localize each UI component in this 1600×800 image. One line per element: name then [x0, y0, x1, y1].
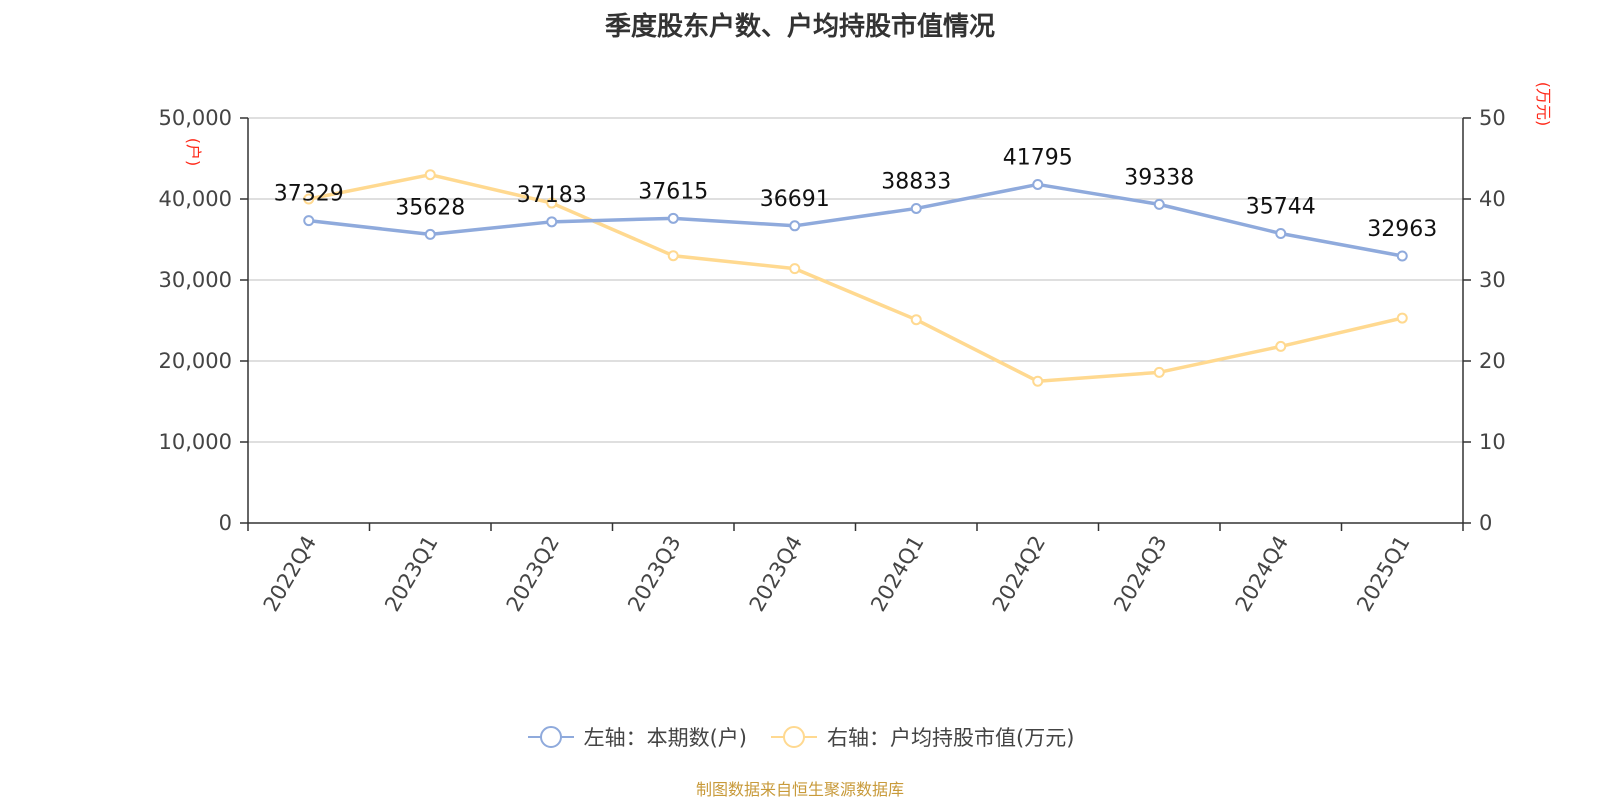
x-axis-category-label: 2022Q4: [259, 532, 321, 616]
data-label: 41795: [1003, 145, 1073, 170]
chart-title: 季度股东户数、户均持股市值情况: [604, 12, 995, 42]
x-axis-category-label: 2024Q1: [866, 532, 928, 616]
left-axis-tick-label: 10,000: [159, 430, 232, 454]
data-label: 38833: [881, 169, 951, 194]
left-axis-tick-label: 20,000: [159, 349, 232, 373]
left-axis-tick-label: 40,000: [159, 187, 232, 211]
x-axis-category-label: 2024Q2: [988, 532, 1050, 616]
data-point-market-value: [910, 314, 922, 326]
x-axis-category-label: 2025Q1: [1352, 532, 1414, 616]
grid-lines: [248, 117, 1463, 443]
series-line-market-value: [308, 172, 1403, 383]
data-label: 37183: [517, 183, 587, 208]
data-point-market-value: [1275, 340, 1287, 352]
right-axis-tick-label: 30: [1479, 268, 1506, 292]
data-label: 37615: [638, 179, 708, 204]
right-axis-tick-label: 20: [1479, 349, 1506, 373]
data-point-households: [910, 202, 922, 214]
data-point-market-value: [667, 250, 679, 262]
axes: 0 10,000 20,000 30,000 40,000 50,000 0 10 20 30 40…: [159, 82, 1553, 616]
right-axis-tick-label: 40: [1479, 187, 1506, 211]
right-axis-tick-label: 0: [1479, 511, 1492, 535]
data-labels: 37329 35628 37183 37615 36691 38833 41795 39338…: [274, 145, 1438, 242]
data-label: 37329: [274, 182, 344, 207]
data-label: 36691: [760, 187, 830, 212]
data-point-households: [667, 212, 679, 224]
legend-market-value-label: 右轴：户均持股市值(万元): [827, 726, 1075, 750]
x-axis-category-label: 2023Q4: [745, 532, 807, 616]
data-point-households: [424, 228, 436, 240]
data-label: 39338: [1124, 165, 1194, 190]
data-point-market-value: [546, 197, 558, 209]
legend-item-market-value[interactable]: 右轴：户均持股市值(万元): [769, 722, 1074, 752]
series-lines: [303, 169, 1408, 387]
series-line-households: [308, 182, 1403, 258]
legend-households-icon: [527, 726, 574, 748]
legend-households-label: 左轴：本期数(户): [583, 726, 747, 750]
x-axis-category-label: 2023Q3: [623, 532, 685, 616]
data-label: 35628: [395, 195, 465, 220]
data-point-market-value: [1396, 312, 1408, 324]
source-note: 制图数据来自恒生聚源数据库: [695, 780, 904, 799]
data-point-market-value: [424, 169, 436, 181]
data-point-market-value: [789, 263, 801, 275]
data-point-households: [546, 216, 558, 228]
left-axis-tick-label: 50,000: [159, 106, 232, 130]
data-point-market-value: [303, 193, 315, 205]
data-point-households: [1396, 250, 1408, 262]
left-axis-tick-label: 30,000: [159, 268, 232, 292]
legend-item-households[interactable]: 左轴：本期数(户): [526, 722, 747, 752]
data-point-households: [789, 220, 801, 232]
data-point-market-value: [1153, 366, 1165, 378]
left-axis-tick-label: 0: [219, 511, 232, 535]
right-axis-tick-label: 10: [1479, 430, 1506, 454]
left-axis-unit: (户): [184, 138, 203, 167]
data-point-households: [303, 215, 315, 227]
data-label: 32963: [1367, 217, 1437, 242]
x-axis-category-label: 2024Q3: [1109, 532, 1171, 616]
x-axis-category-label: 2023Q1: [380, 532, 442, 616]
legend-market-value-icon: [771, 726, 817, 748]
data-point-households: [1153, 198, 1165, 210]
data-point-market-value: [1032, 375, 1044, 387]
data-point-households: [1275, 227, 1287, 239]
right-axis-unit: (万元): [1534, 82, 1553, 127]
x-axis-category-label: 2023Q2: [502, 532, 564, 616]
data-point-households: [1032, 178, 1044, 190]
x-axis-category-label: 2024Q4: [1231, 532, 1293, 616]
data-label: 35744: [1246, 194, 1316, 219]
right-axis-tick-label: 50: [1479, 106, 1506, 130]
legend: 左轴：本期数(户) 右轴：户均持股市值(万元): [0, 722, 1600, 752]
